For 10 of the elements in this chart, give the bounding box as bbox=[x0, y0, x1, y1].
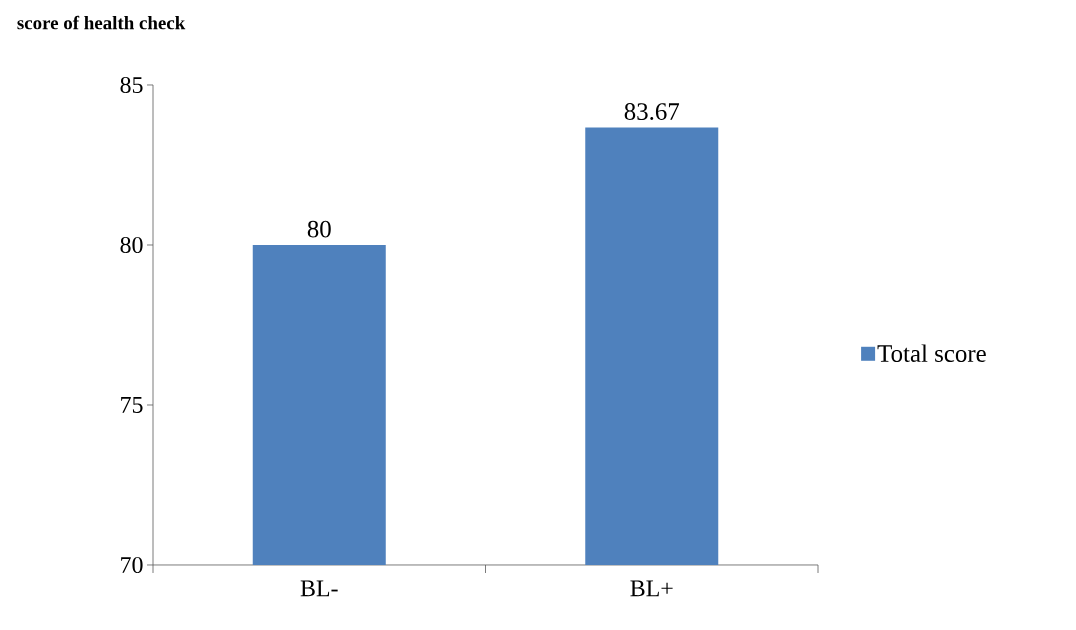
data-label: 83.67 bbox=[624, 103, 680, 121]
y-tick-label: 75 bbox=[121, 397, 143, 413]
legend-label: Total score bbox=[877, 344, 986, 362]
y-axis-title: score of health check bbox=[17, 15, 186, 30]
y-tick-label: 80 bbox=[120, 236, 143, 254]
data-label: 80 bbox=[307, 220, 331, 238]
x-tick-label: BL+ bbox=[630, 580, 673, 597]
x-tick-label: BL- bbox=[300, 580, 338, 597]
y-tick-label: 85 bbox=[120, 76, 143, 94]
y-tick-label: 70 bbox=[121, 556, 143, 574]
